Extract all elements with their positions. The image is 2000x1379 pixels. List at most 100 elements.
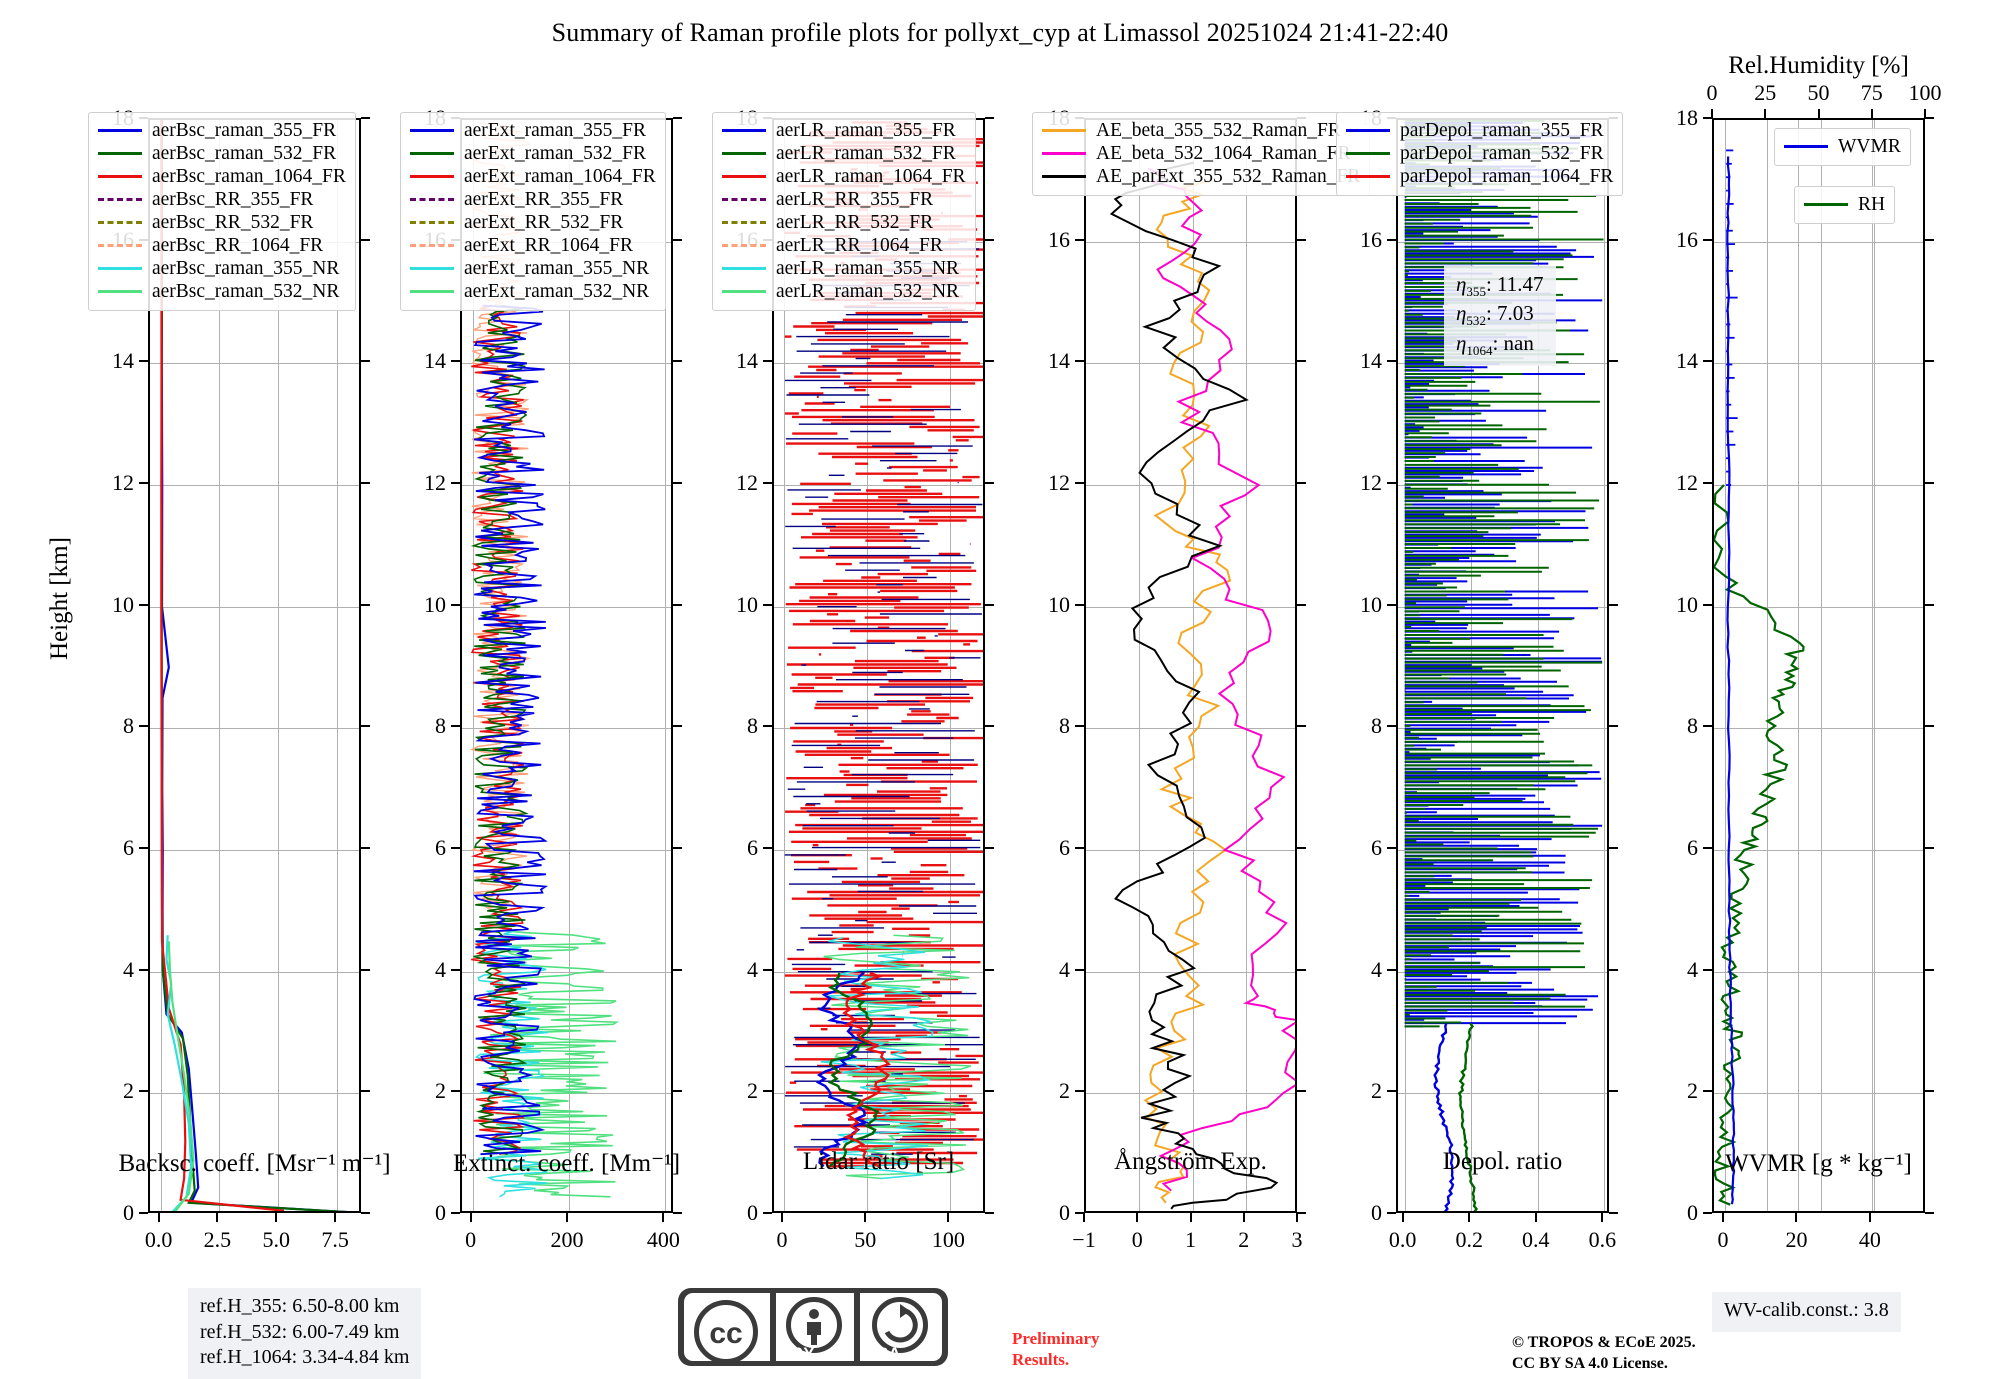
y-tick-right: [985, 1090, 994, 1093]
series-path: [1147, 167, 1295, 1192]
legend-item[interactable]: aerExt_raman_355_FR: [410, 119, 656, 142]
legend-item[interactable]: AE_beta_532_1064_Raman_FR: [1042, 142, 1360, 165]
legend-item[interactable]: aerBsc_raman_355_FR: [98, 119, 346, 142]
y-tick-right: [673, 482, 682, 484]
x-tick-label-top: 50: [1807, 80, 1830, 105]
gridline-h: [462, 1093, 671, 1095]
legend-line-swatch: [1346, 175, 1390, 178]
y-tick-right: [985, 1212, 994, 1214]
y-tick-label: 10: [112, 591, 134, 617]
legend-item[interactable]: aerLR_raman_1064_FR: [722, 165, 966, 188]
legend-item[interactable]: aerExt_raman_532_NR: [410, 280, 656, 303]
legend-item[interactable]: WVMR: [1784, 135, 1901, 158]
y-tick-label: 8: [1059, 713, 1070, 739]
legend-item[interactable]: aerBsc_RR_355_FR: [98, 188, 346, 211]
legend-label: parDepol_raman_1064_FR: [1400, 166, 1614, 187]
y-tick-right: [985, 482, 994, 484]
gridline-v-top: [1873, 120, 1875, 1211]
legend-depol-ratio: parDepol_raman_355_FR parDepol_raman_532_…: [1336, 112, 1624, 196]
gridline-h: [1714, 606, 1923, 608]
legend-item[interactable]: aerLR_raman_532_FR: [722, 142, 966, 165]
gridline-h: [1086, 1093, 1295, 1095]
legend-item[interactable]: parDepol_raman_355_FR: [1346, 119, 1613, 142]
legend-item[interactable]: aerExt_RR_355_FR: [410, 188, 656, 211]
legend-item[interactable]: parDepol_raman_532_FR: [1346, 142, 1613, 165]
legend-item[interactable]: aerBsc_raman_532_NR: [98, 280, 346, 303]
y-tick: [139, 1090, 148, 1093]
y-tick-right: [361, 238, 370, 241]
gridline-h: [462, 971, 671, 973]
legend-item[interactable]: aerExt_RR_1064_FR: [410, 234, 656, 257]
legend-wvmr-rh: RH: [1794, 186, 1896, 224]
x-tick-label: 400: [646, 1227, 680, 1252]
legend-item[interactable]: parDepol_raman_1064_FR: [1346, 165, 1613, 188]
y-tick-right: [1297, 847, 1306, 849]
by-label: BY: [791, 1344, 815, 1363]
legend-item[interactable]: aerExt_raman_1064_FR: [410, 165, 656, 188]
y-tick-right: [1609, 482, 1618, 484]
legend-item[interactable]: AE_beta_355_532_Raman_FR: [1042, 119, 1360, 142]
gridline-v: [1604, 120, 1606, 1211]
gridline-h: [1398, 728, 1607, 730]
legend-item[interactable]: aerBsc_RR_532_FR: [98, 211, 346, 234]
x-tick-label: 200: [550, 1227, 584, 1252]
y-tick-right: [1297, 238, 1306, 241]
y-tick-label: 6: [1371, 835, 1382, 860]
y-tick-right: [673, 725, 682, 728]
x-tick-label: 5.0: [262, 1227, 291, 1252]
y-tick-label: 14: [424, 348, 446, 374]
figure-title: Summary of Raman profile plots for polly…: [551, 18, 1449, 47]
x-tick-label: 0.4: [1522, 1227, 1550, 1252]
y-tick-label: 2: [1687, 1078, 1698, 1104]
y-tick-label: 12: [112, 470, 134, 495]
legend-line-swatch: [1804, 203, 1848, 206]
legend-item[interactable]: aerBsc_raman_532_FR: [98, 142, 346, 165]
gridline-h: [1714, 363, 1923, 365]
gridline-v-top: [1820, 120, 1822, 1211]
series-path: [165, 935, 193, 1211]
legend-item[interactable]: aerBsc_raman_355_NR: [98, 257, 346, 280]
legend-item[interactable]: aerLR_RR_355_FR: [722, 188, 966, 211]
gridline-v: [950, 120, 952, 1211]
y-tick: [763, 725, 772, 728]
gridline-h: [1086, 241, 1295, 243]
panel-depol-ratio: 0246810121416180.00.20.40.6parDepol_rama…: [1336, 105, 1624, 1252]
legend-item[interactable]: aerExt_raman_532_FR: [410, 142, 656, 165]
gridline-h: [1086, 971, 1295, 973]
legend-item[interactable]: aerExt_RR_532_FR: [410, 211, 656, 234]
legend-item[interactable]: aerBsc_RR_1064_FR: [98, 234, 346, 257]
series-path: [1143, 179, 1232, 1204]
legend-label: aerLR_RR_532_FR: [776, 212, 934, 233]
y-axis-title: Height [km]: [46, 537, 73, 660]
legend-item[interactable]: aerLR_raman_532_NR: [722, 280, 966, 303]
y-tick: [1703, 968, 1712, 971]
legend-label: aerExt_raman_355_NR: [464, 258, 650, 279]
legend-item[interactable]: aerBsc_raman_1064_FR: [98, 165, 346, 188]
legend-line-swatch: [98, 221, 142, 224]
y-tick-right: [361, 603, 370, 606]
legend-item[interactable]: aerLR_raman_355_FR: [722, 119, 966, 142]
legend-item[interactable]: aerExt_raman_355_NR: [410, 257, 656, 280]
x-tick-label: 0.0: [1388, 1227, 1417, 1252]
series-layer-depol-ratio: [1404, 120, 1604, 1211]
y-tick-right: [985, 968, 994, 971]
legend-item[interactable]: AE_parExt_355_532_Raman_FR: [1042, 165, 1360, 188]
x-tick-label: 0: [776, 1227, 788, 1252]
y-tick-right: [1297, 725, 1306, 728]
eta-line-3: η1064: nan: [1456, 330, 1534, 358]
legend-item[interactable]: aerLR_RR_532_FR: [722, 211, 966, 234]
y-tick-right: [1925, 725, 1934, 728]
legend-item[interactable]: aerLR_RR_1064_FR: [722, 234, 966, 257]
x-tick: [1189, 1213, 1192, 1222]
legend-label: aerBsc_RR_1064_FR: [152, 235, 324, 256]
y-tick: [763, 1212, 772, 1214]
legend-item[interactable]: RH: [1804, 193, 1885, 216]
x-tick-label: 0: [465, 1227, 477, 1252]
legend-label: aerLR_raman_532_NR: [776, 281, 960, 302]
legend-line-swatch: [1042, 175, 1086, 178]
y-tick: [139, 1212, 148, 1214]
y-tick: [1703, 1212, 1712, 1214]
y-tick-label: 8: [123, 713, 134, 739]
legend-item[interactable]: aerLR_raman_355_NR: [722, 257, 966, 280]
y-tick-right: [1609, 360, 1618, 363]
